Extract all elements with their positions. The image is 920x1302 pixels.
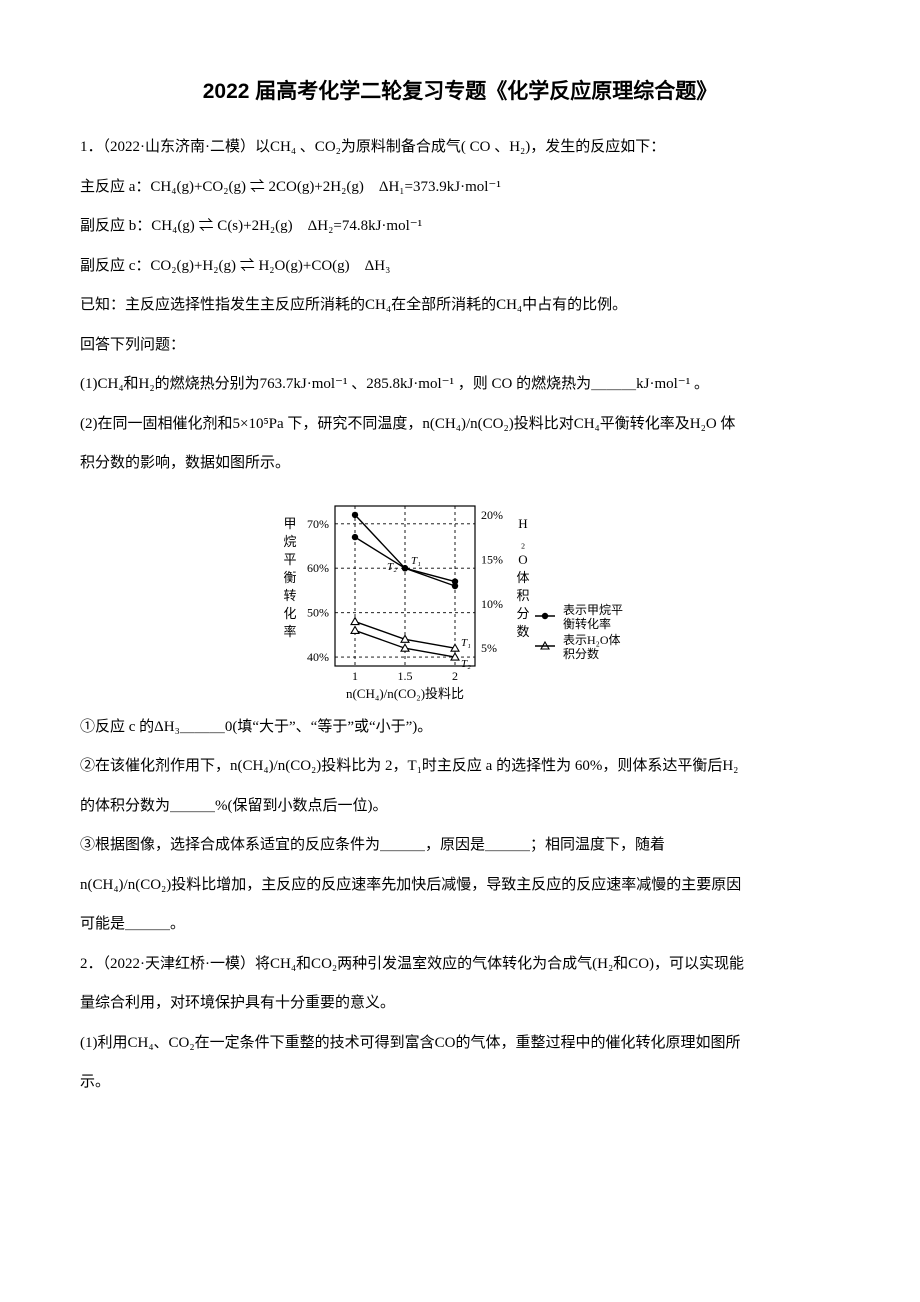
page-title: 2022 届高考化学二轮复习专题《化学反应原理综合题》 bbox=[80, 70, 840, 114]
q1-eq-a: 主反应 a：CH₄(g)+CO₂(g) ⇌ 2CO(g)+2H₂(g) ΔH₁=… bbox=[80, 172, 840, 204]
q1-intro: 1．（2022·山东济南·二模）以CH₄ 、CO₂为原料制备合成气( CO 、H… bbox=[80, 132, 840, 164]
svg-text:40%: 40% bbox=[307, 650, 329, 664]
q1-sub2-a: ②在该催化剂作用下，n(CH₄)/n(CO₂)投料比为 2，T₁时主反应 a 的… bbox=[80, 751, 840, 783]
svg-text:1.5: 1.5 bbox=[398, 669, 413, 683]
q1-sub3-b: n(CH₄)/n(CO₂)投料比增加，主反应的反应速率先加快后减慢，导致主反应的… bbox=[80, 870, 840, 902]
q1-eq-c: 副反应 c：CO₂(g)+H₂(g) ⇌ H₂O(g)+CO(g) ΔH₃ bbox=[80, 251, 840, 283]
svg-text:2: 2 bbox=[452, 669, 458, 683]
svg-text:甲: 甲 bbox=[283, 516, 296, 531]
svg-text:积分数: 积分数 bbox=[563, 646, 599, 661]
svg-text:衡: 衡 bbox=[283, 570, 296, 585]
svg-text:平: 平 bbox=[283, 552, 296, 567]
svg-text:衡转化率: 衡转化率 bbox=[563, 616, 611, 631]
svg-text:5%: 5% bbox=[481, 641, 497, 655]
svg-text:50%: 50% bbox=[307, 605, 329, 619]
q2-intro-b: 量综合利用，对环境保护具有十分重要的意义。 bbox=[80, 988, 840, 1020]
q2-part1-a: (1)利用CH₄、CO₂在一定条件下重整的技术可得到富含CO的气体，重整过程中的… bbox=[80, 1028, 840, 1060]
q1-eq-b: 副反应 b：CH₄(g) ⇌ C(s)+2H₂(g) ΔH₂=74.8kJ·mo… bbox=[80, 211, 840, 243]
svg-text:表示H₂O体: 表示H₂O体 bbox=[563, 633, 621, 647]
svg-text:T₂: T₂ bbox=[387, 561, 397, 573]
svg-text:率: 率 bbox=[283, 624, 296, 639]
svg-text:15%: 15% bbox=[481, 552, 503, 566]
svg-text:分: 分 bbox=[516, 606, 529, 621]
svg-text:T₂: T₂ bbox=[461, 658, 471, 670]
svg-text:表示甲烷平: 表示甲烷平 bbox=[563, 603, 623, 617]
svg-text:数: 数 bbox=[516, 624, 529, 639]
q1-part1: (1)CH₄和H₂的燃烧热分别为763.7kJ·mol⁻¹ 、285.8kJ·m… bbox=[80, 369, 840, 401]
svg-text:O: O bbox=[518, 552, 527, 567]
q1-part2-a: (2)在同一固相催化剂和5×10⁵Pa 下，研究不同温度，n(CH₄)/n(CO… bbox=[80, 409, 840, 441]
svg-text:1: 1 bbox=[352, 669, 358, 683]
chart-figure: 11.5240%50%60%70%5%10%15%20%甲烷平衡转化率H₂O体积… bbox=[80, 494, 840, 704]
q1-known: 已知：主反应选择性指发生主反应所消耗的CH₄在全部所消耗的CH₄中占有的比例。 bbox=[80, 290, 840, 322]
q1-sub2-b: 的体积分数为＿＿＿%(保留到小数点后一位)。 bbox=[80, 791, 840, 823]
svg-text:20%: 20% bbox=[481, 507, 503, 521]
svg-text:₂: ₂ bbox=[521, 534, 526, 549]
svg-text:T₁: T₁ bbox=[461, 637, 471, 649]
svg-text:体: 体 bbox=[516, 570, 529, 585]
svg-text:化: 化 bbox=[283, 606, 296, 621]
svg-text:烷: 烷 bbox=[283, 534, 296, 549]
svg-text:转: 转 bbox=[283, 588, 296, 603]
q2-part1-b: 示。 bbox=[80, 1067, 840, 1099]
svg-text:n(CH₄)/n(CO₂)投料比: n(CH₄)/n(CO₂)投料比 bbox=[346, 686, 464, 701]
svg-text:60%: 60% bbox=[307, 561, 329, 575]
q1-answer-prompt: 回答下列问题： bbox=[80, 330, 840, 362]
svg-text:10%: 10% bbox=[481, 596, 503, 610]
svg-text:T₁: T₁ bbox=[411, 555, 421, 567]
svg-text:积: 积 bbox=[516, 588, 529, 603]
q1-part2-b: 积分数的影响，数据如图所示。 bbox=[80, 448, 840, 480]
q2-intro-a: 2．（2022·天津红桥·一模）将CH₄和CO₂两种引发温室效应的气体转化为合成… bbox=[80, 949, 840, 981]
q1-sub3-a: ③根据图像，选择合成体系适宜的反应条件为＿＿＿，原因是＿＿＿；相同温度下，随着 bbox=[80, 830, 840, 862]
svg-text:H: H bbox=[518, 516, 527, 531]
q1-sub1: ①反应 c 的ΔH₃＿＿＿0(填“大于”、“等于”或“小于”)。 bbox=[80, 712, 840, 744]
chart-svg: 11.5240%50%60%70%5%10%15%20%甲烷平衡转化率H₂O体积… bbox=[260, 494, 660, 704]
svg-text:70%: 70% bbox=[307, 516, 329, 530]
q1-sub3-c: 可能是＿＿＿。 bbox=[80, 909, 840, 941]
